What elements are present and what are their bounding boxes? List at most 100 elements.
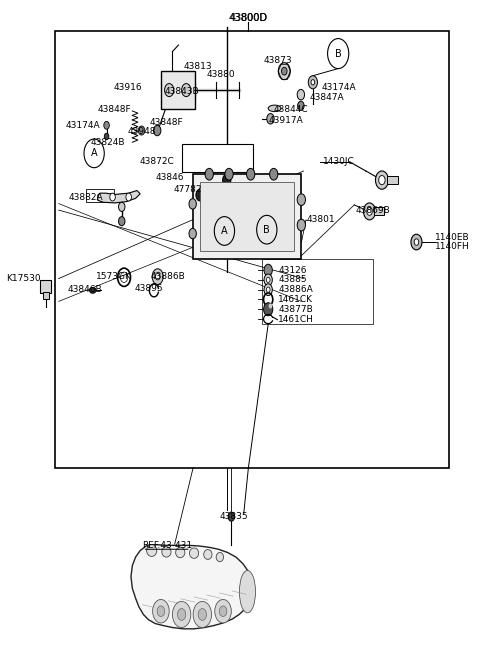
Text: 43848F: 43848F <box>149 117 183 126</box>
Text: B: B <box>335 48 342 58</box>
Circle shape <box>104 121 109 129</box>
Circle shape <box>193 601 212 627</box>
Text: 43126: 43126 <box>278 266 307 274</box>
Bar <box>200 182 294 251</box>
Text: 43917A: 43917A <box>268 115 303 124</box>
Text: 43885: 43885 <box>278 275 307 284</box>
Text: B: B <box>264 225 270 234</box>
Text: 43800D: 43800D <box>229 12 267 23</box>
Text: A: A <box>221 226 228 236</box>
Circle shape <box>282 67 287 75</box>
Text: 1573GK: 1573GK <box>96 272 132 281</box>
Text: 1140FH: 1140FH <box>435 242 469 251</box>
Circle shape <box>264 284 272 295</box>
Circle shape <box>308 76 317 89</box>
Text: 43174A: 43174A <box>322 83 357 92</box>
Text: 1461CK: 1461CK <box>278 295 313 304</box>
Text: 43880: 43880 <box>206 70 235 79</box>
Circle shape <box>266 287 270 292</box>
Circle shape <box>267 113 274 124</box>
Circle shape <box>126 193 132 201</box>
Bar <box>386 176 398 184</box>
Circle shape <box>278 63 290 80</box>
Text: 43869B: 43869B <box>356 206 390 215</box>
Text: 1461CH: 1461CH <box>278 314 314 324</box>
Ellipse shape <box>268 105 281 111</box>
Circle shape <box>266 277 270 282</box>
Circle shape <box>264 303 273 316</box>
Polygon shape <box>131 545 253 629</box>
Circle shape <box>119 217 125 226</box>
Ellipse shape <box>90 288 96 293</box>
Text: 43174A: 43174A <box>65 121 100 130</box>
Text: 47782: 47782 <box>173 185 202 194</box>
Circle shape <box>196 189 204 201</box>
Circle shape <box>165 84 174 97</box>
Bar <box>374 208 384 215</box>
Bar <box>43 291 49 299</box>
Circle shape <box>297 90 304 100</box>
Circle shape <box>411 234 422 250</box>
Circle shape <box>119 202 125 212</box>
Circle shape <box>198 608 206 620</box>
Circle shape <box>172 601 191 627</box>
Circle shape <box>219 606 227 616</box>
Text: 43886A: 43886A <box>278 285 313 294</box>
Text: 43872C: 43872C <box>140 157 175 166</box>
Text: 43813: 43813 <box>183 62 212 71</box>
Ellipse shape <box>162 547 171 557</box>
Circle shape <box>379 176 385 185</box>
Ellipse shape <box>190 548 199 558</box>
Text: 43843B: 43843B <box>164 87 199 96</box>
Text: 43948: 43948 <box>127 127 156 136</box>
Circle shape <box>152 269 163 284</box>
Text: 43886B: 43886B <box>150 272 185 281</box>
Circle shape <box>225 168 233 180</box>
Bar <box>161 71 195 109</box>
Text: 43895: 43895 <box>134 284 163 293</box>
Circle shape <box>269 303 272 309</box>
Circle shape <box>223 174 231 186</box>
Bar <box>55 31 449 468</box>
Text: 43800D: 43800D <box>229 12 268 23</box>
Text: 1430JC: 1430JC <box>324 157 355 166</box>
Text: 43844C: 43844C <box>274 105 308 113</box>
Circle shape <box>205 168 214 180</box>
Text: 43846B: 43846B <box>68 285 102 294</box>
Circle shape <box>270 168 278 180</box>
Circle shape <box>153 599 169 623</box>
Ellipse shape <box>240 571 255 613</box>
Text: 43848F: 43848F <box>97 105 131 113</box>
Circle shape <box>157 606 165 616</box>
Circle shape <box>247 168 255 180</box>
Bar <box>262 259 372 324</box>
Circle shape <box>375 171 388 189</box>
Text: 43835: 43835 <box>219 512 248 521</box>
Circle shape <box>297 219 305 231</box>
Text: 43847A: 43847A <box>310 93 344 102</box>
Bar <box>181 144 253 172</box>
Circle shape <box>189 198 196 209</box>
Circle shape <box>363 203 375 220</box>
Polygon shape <box>98 191 140 203</box>
Circle shape <box>228 512 235 521</box>
Circle shape <box>156 273 160 280</box>
Circle shape <box>297 194 305 206</box>
Bar <box>193 174 301 259</box>
Bar <box>86 189 114 202</box>
Circle shape <box>110 193 115 201</box>
Text: REF.43-431: REF.43-431 <box>143 542 192 550</box>
Text: 43877B: 43877B <box>278 305 313 314</box>
Text: K17530: K17530 <box>6 274 40 283</box>
Circle shape <box>215 599 231 623</box>
Circle shape <box>178 608 186 620</box>
Ellipse shape <box>176 548 185 558</box>
Text: 43882A: 43882A <box>69 193 103 202</box>
Bar <box>40 280 51 293</box>
Circle shape <box>189 229 196 239</box>
Circle shape <box>264 264 272 276</box>
Circle shape <box>84 139 104 168</box>
Text: 43801: 43801 <box>307 215 336 225</box>
Circle shape <box>264 274 272 286</box>
Circle shape <box>104 133 109 140</box>
